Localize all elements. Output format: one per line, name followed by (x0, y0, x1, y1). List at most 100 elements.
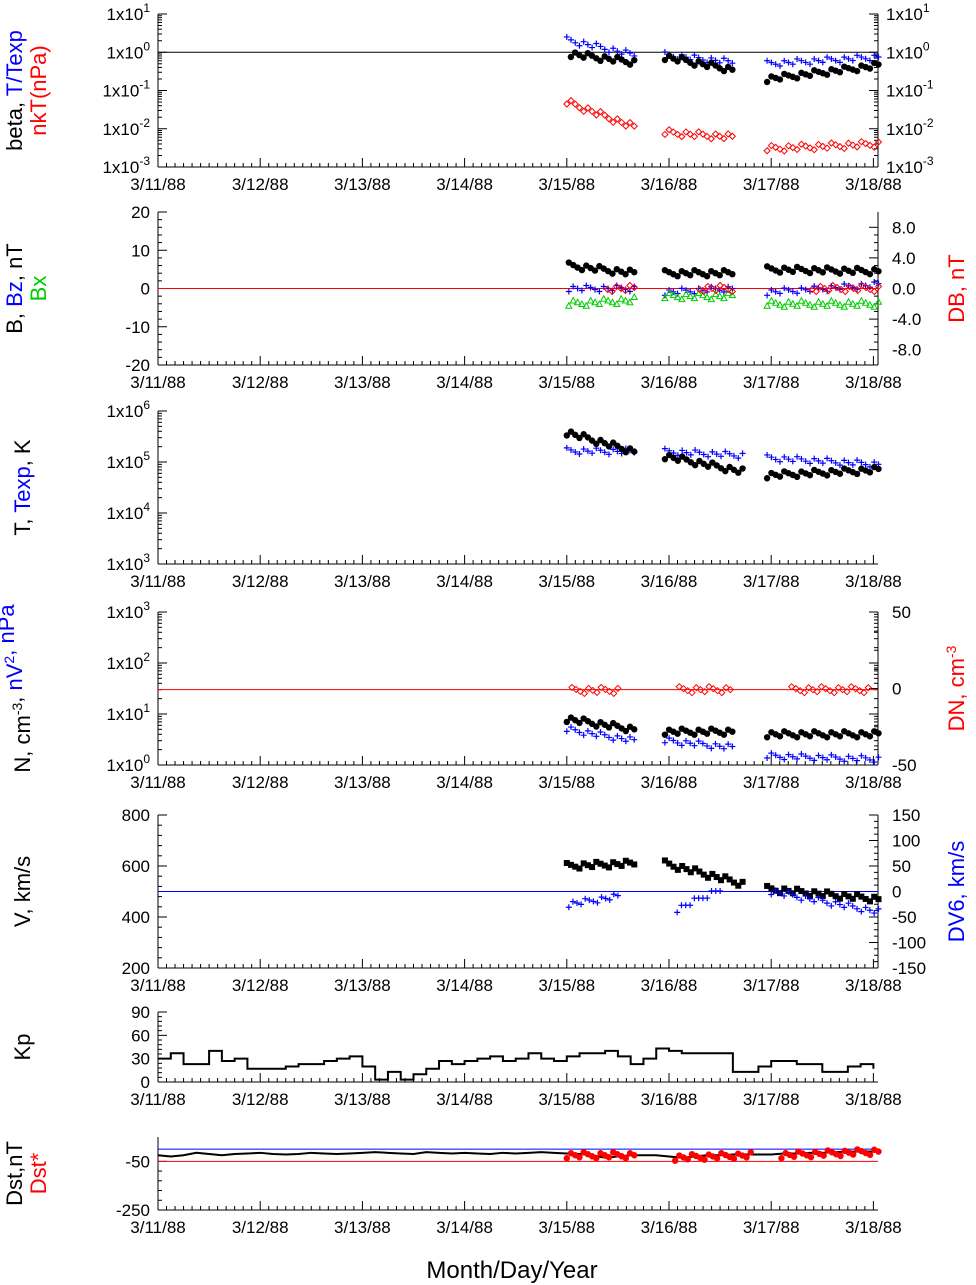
data-point-blue (576, 729, 583, 736)
data-point-red (849, 284, 858, 293)
data-point-black (705, 874, 712, 881)
data-point-black (853, 734, 861, 741)
data-point-black (853, 67, 861, 75)
data-point-red (807, 1153, 815, 1161)
data-point-blue (806, 755, 813, 762)
data-point-blue (854, 52, 861, 59)
data-point-black (789, 268, 797, 276)
data-point-green (694, 289, 703, 297)
data-point-black (862, 895, 869, 902)
data-point-blue (610, 446, 617, 453)
data-point-blue (661, 739, 668, 746)
data-point-blue (764, 292, 771, 299)
data-point-red (722, 683, 730, 692)
data-point-blue (661, 48, 668, 55)
data-point-red (695, 285, 704, 294)
data-point-red (726, 685, 735, 694)
data-point-black (806, 733, 814, 740)
x-tick-label: 3/18/88 (845, 1218, 902, 1237)
data-point-blue (785, 59, 792, 66)
data-point-green (806, 300, 814, 308)
data-point-blue (768, 891, 775, 898)
data-point-black (605, 864, 612, 871)
data-point-blue (794, 755, 801, 762)
data-point-blue (866, 57, 873, 64)
data-point-blue (828, 55, 835, 62)
y-tick-label: -20 (125, 356, 150, 375)
x-tick-label: 3/13/88 (334, 572, 391, 591)
data-point-green (599, 294, 608, 302)
x-tick-label: 3/18/88 (845, 976, 902, 995)
data-point-black (866, 270, 874, 278)
data-point-black (670, 863, 677, 870)
data-point-blue (772, 752, 779, 759)
data-point-blue (627, 50, 634, 57)
data-point-red (700, 287, 708, 296)
y-tick-label: 1x100 (106, 39, 150, 62)
data-point-black (591, 267, 599, 274)
data-point-red (743, 1154, 750, 1161)
x-tick-label: 3/14/88 (436, 976, 493, 995)
data-point-red (605, 1154, 613, 1161)
data-point-blue (597, 43, 604, 50)
x-tick-label: 3/15/88 (538, 175, 595, 194)
data-point-blue (794, 453, 801, 460)
data-point-blue (580, 446, 587, 453)
data-point-black (661, 56, 669, 64)
data-point-blue (785, 456, 792, 463)
data-point-blue (622, 47, 629, 54)
y-right-tick-label: -150 (892, 959, 926, 978)
x-tick-label: 3/16/88 (641, 373, 698, 392)
data-point-red (690, 132, 699, 141)
data-point-black (704, 463, 712, 470)
data-point-blue (606, 896, 613, 903)
y-right-tick-label: 150 (892, 806, 920, 825)
data-point-black (828, 890, 835, 897)
data-point-black (875, 730, 882, 737)
data-point-red (576, 687, 584, 696)
data-point-blue (824, 900, 831, 907)
data-point-blue (768, 750, 775, 757)
data-point-red (861, 139, 870, 148)
data-point-red (816, 282, 825, 291)
data-point-black (730, 879, 737, 886)
data-point-blue (614, 448, 621, 455)
data-point-blue (798, 897, 805, 904)
data-point-red (856, 686, 864, 695)
x-tick-label: 3/15/88 (538, 373, 595, 392)
x-tick-label: 3/12/88 (232, 175, 289, 194)
data-point-red (849, 141, 857, 149)
data-point-blue (610, 45, 617, 52)
data-point-blue (705, 453, 712, 460)
data-point-blue (601, 731, 608, 738)
data-point-blue (725, 57, 732, 64)
data-point-black (823, 71, 831, 78)
y-axis-label: B, Bz, nT (2, 243, 27, 334)
y-tick-label: 1x10-2 (102, 116, 150, 139)
data-point-blue (789, 61, 796, 68)
data-point-green (848, 299, 857, 307)
x-tick-label: 3/14/88 (436, 373, 493, 392)
data-point-blue (875, 54, 882, 61)
data-point-black (703, 273, 711, 280)
plot-area (158, 1137, 878, 1210)
data-point-black (576, 865, 583, 872)
data-point-blue (568, 724, 575, 731)
data-point-green (823, 301, 831, 309)
data-point-red (575, 104, 584, 112)
data-point-black (811, 888, 818, 895)
data-point-red (790, 1153, 798, 1160)
x-tick-label: 3/12/88 (232, 773, 289, 792)
data-point-black (866, 898, 873, 905)
data-point-black (836, 733, 844, 740)
data-point-blue (845, 55, 852, 62)
panel-temperature: 3/11/88 3/12/88 3/13/88 3/14/88 3/15/88 3/16/… (10, 398, 902, 591)
panel-density: 3/11/88 3/12/88 3/13/88 3/14/88 3/15/88 3/16/… (0, 599, 969, 792)
data-point-red (874, 138, 883, 146)
data-point-red (789, 143, 797, 152)
data-point-red (669, 128, 678, 136)
data-point-blue (597, 729, 604, 736)
data-point-blue (849, 755, 856, 762)
data-point-blue (565, 904, 572, 911)
data-point-blue (841, 281, 848, 288)
